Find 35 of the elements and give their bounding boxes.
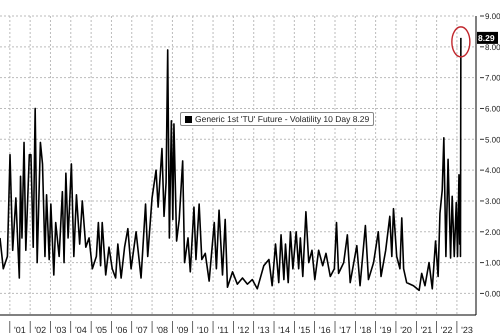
y-tick-label: 7.00 [485,74,500,83]
y-tick-label: 5.00 [485,135,500,144]
x-tick-label: '14 [278,325,290,333]
x-tick-label: '16 [318,325,331,333]
x-tick-label: '05 [95,325,108,333]
x-tick-label: '07 [136,325,148,333]
x-tick-label: '09 [176,325,188,333]
y-tick-label: 8.00 [485,42,500,52]
y-tick-label: 4.00 [485,166,500,176]
x-tick-label: '04 [75,325,87,333]
annotation: 8.29 [478,32,495,43]
x-tick-label: '17 [339,325,351,333]
x-tick-label: '10 [196,325,209,333]
y-tick-label: 2.00 [485,228,500,237]
legend-label: Generic 1st 'TU' Future - Volatility 10 Day 8.29 [194,114,370,124]
x-tick-label: '20 [400,325,412,333]
y-tick-label: 1.00 [485,258,500,268]
x-tick-label: '01 [14,325,26,333]
x-tick-label: '21 [420,325,432,333]
x-tick-label: '02 [34,325,46,333]
y-tick-label: 9.00 [485,12,500,21]
x-tick-label: '11 [218,325,229,333]
y-tick-label: 6.00 [485,104,500,114]
x-tick-label: '12 [238,325,250,333]
x-tick-label: '06 [116,325,128,333]
x-tick-label: '03 [54,325,66,333]
x-tick-label: '18 [360,325,372,333]
x-tick-label: '19 [380,325,392,333]
y-tick-label: 0.00 [485,289,500,298]
x-tick-label: '08 [156,325,168,333]
x-tick-label: '22 [440,325,453,333]
x-tick-label: '15 [298,325,310,333]
y-tick-label: 3.00 [485,196,500,206]
x-tick-label: '23 [461,325,473,333]
x-tick-label: '13 [258,325,270,333]
